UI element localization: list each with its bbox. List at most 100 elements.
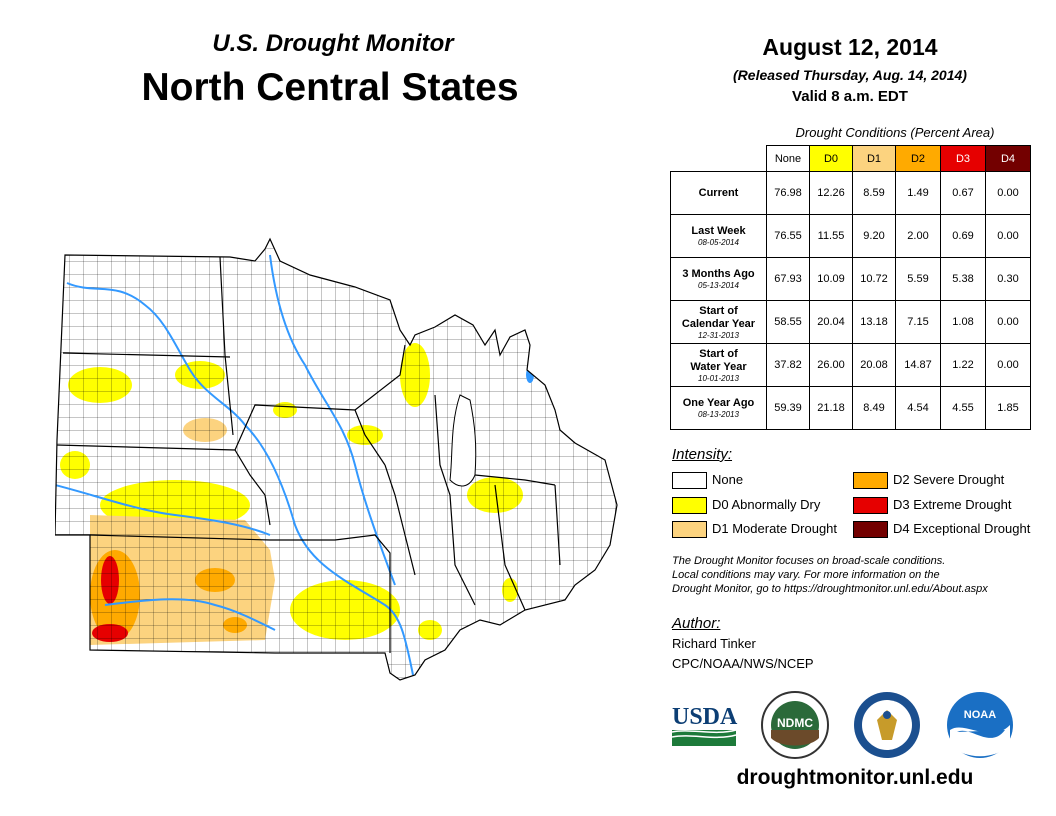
table-cell: 4.55 [940,386,986,430]
table-cell: 20.08 [852,343,896,387]
row-label: One Year Ago 08-13-2013 [670,386,767,430]
column-header-d1: D1 [852,145,896,172]
table-row: Start of Calendar Year 12-31-2013 58.55 20… [670,300,1031,344]
usda-logo-text: USDA [672,704,738,730]
row-label-text: Current [698,186,739,199]
release-date: (Released Thursday, Aug. 14, 2014) [733,67,967,83]
table-row: One Year Ago 08-13-2013 59.39 21.18 8.49 … [670,386,1031,430]
note-line: Local conditions may vary. For more info… [672,569,940,581]
website-link[interactable]: droughtmonitor.unl.edu [736,766,974,789]
row-label-text-2: Calendar Year [681,317,756,330]
table-row: Current 76.98 12.26 8.59 1.49 0.67 0.00 [670,171,1031,215]
table-cell: 5.38 [940,257,986,301]
legend-label: D4 Exceptional Drought [893,521,1031,536]
table-header-row: None D0 D1 D2 D3 D4 [671,145,1031,172]
table-corner [671,146,767,172]
table-cell: 1.08 [940,300,986,344]
page-title: North Central States [141,66,519,109]
legend-label: D2 Severe Drought [893,472,1005,487]
row-label: Last Week 08-05-2014 [670,214,767,258]
legend-title: Intensity: [672,446,733,463]
table-cell: 7.15 [895,300,941,344]
column-header-d4: D4 [985,145,1031,172]
row-date: 08-13-2013 [698,410,739,419]
supertitle: U.S. Drought Monitor [212,30,454,57]
row-label: Start of Water Year 10-01-2013 [670,343,767,387]
table-cell: 13.18 [852,300,896,344]
table-cell: 11.55 [809,214,853,258]
legend-swatch [672,472,707,489]
row-date: 08-05-2014 [698,238,739,247]
ndmc-logo-text: NDMC [777,716,813,730]
table-cell: 10.72 [852,257,896,301]
table-cell: 76.98 [766,171,810,215]
usda-logo: USDA [671,704,738,746]
table-cell: 8.59 [852,171,896,215]
table-cell: 1.85 [985,386,1031,430]
table-cell: 2.00 [895,214,941,258]
legend-label: D0 Abnormally Dry [712,497,821,512]
noaa-logo: NOAA [947,692,1013,758]
row-label: Start of Calendar Year 12-31-2013 [670,300,767,344]
legend-label: D3 Extreme Drought [893,497,1012,512]
table-row: Last Week 08-05-2014 76.55 11.55 9.20 2.0… [670,214,1031,258]
table-cell: 0.00 [985,300,1031,344]
legend-swatch [672,521,707,538]
row-label-text: Last Week [691,225,746,237]
column-header-d2: D2 [895,145,941,172]
table-cell: 10.09 [809,257,853,301]
table-cell: 1.49 [895,171,941,215]
table-cell: 0.67 [940,171,986,215]
table-cell: 59.39 [766,386,810,430]
column-header-none: None [766,145,810,172]
noaa-logo-text: NOAA [964,709,996,721]
note-line: The Drought Monitor focuses on broad-sca… [672,555,946,567]
row-date: 12-31-2013 [698,330,739,340]
table-cell: 0.00 [985,214,1031,258]
author-title: Author: [672,615,721,632]
column-header-d3: D3 [940,145,986,172]
table-cell: 0.00 [985,343,1031,387]
legend-swatch [853,521,888,538]
row-label-text: Start of [699,347,738,360]
table-cell: 1.22 [940,343,986,387]
table-cell: 67.93 [766,257,810,301]
table-cell: 5.59 [895,257,941,301]
legend-swatch [853,497,888,514]
table-cell: 58.55 [766,300,810,344]
table-cell: 0.30 [985,257,1031,301]
row-date: 10-01-2013 [698,373,739,383]
table-cell: 26.00 [809,343,853,387]
valid-time: Valid 8 a.m. EDT [792,88,908,105]
column-header-d0: D0 [809,145,853,172]
row-label-text-2: Water Year [690,360,747,373]
commerce-seal-logo [854,692,920,758]
drought-map [55,237,618,681]
row-label-text: 3 Months Ago [682,268,755,280]
note-line: Drought Monitor, go to https://droughtmo… [672,583,988,595]
table-cell: 12.26 [809,171,853,215]
disclaimer-note: The Drought Monitor focuses on broad-sca… [672,554,1042,596]
row-label: 3 Months Ago 05-13-2014 [670,257,767,301]
author-org: CPC/NOAA/NWS/NCEP [672,656,814,671]
table-cell: 76.55 [766,214,810,258]
author-name: Richard Tinker [672,636,756,651]
row-date: 05-13-2014 [698,281,739,290]
table-cell: 0.00 [985,171,1031,215]
row-label-text: Start of [699,304,738,317]
table-cell: 4.54 [895,386,941,430]
table-row: Start of Water Year 10-01-2013 37.82 26.00… [670,343,1031,387]
table-cell: 9.20 [852,214,896,258]
legend-label: None [712,472,744,487]
table-cell: 37.82 [766,343,810,387]
drought-conditions-table: None D0 D1 D2 D3 D4 Current 76.98 12.26 … [670,145,1031,430]
table-cell: 20.04 [809,300,853,344]
row-label-text: One Year Ago [682,397,755,409]
table-cell: 0.69 [940,214,986,258]
table-cell: 21.18 [809,386,853,430]
legend-label: D1 Moderate Drought [712,521,838,536]
table-caption: Drought Conditions (Percent Area) [795,125,995,140]
row-label: Current [670,171,767,215]
table-cell: 8.49 [852,386,896,430]
table-cell: 14.87 [895,343,941,387]
